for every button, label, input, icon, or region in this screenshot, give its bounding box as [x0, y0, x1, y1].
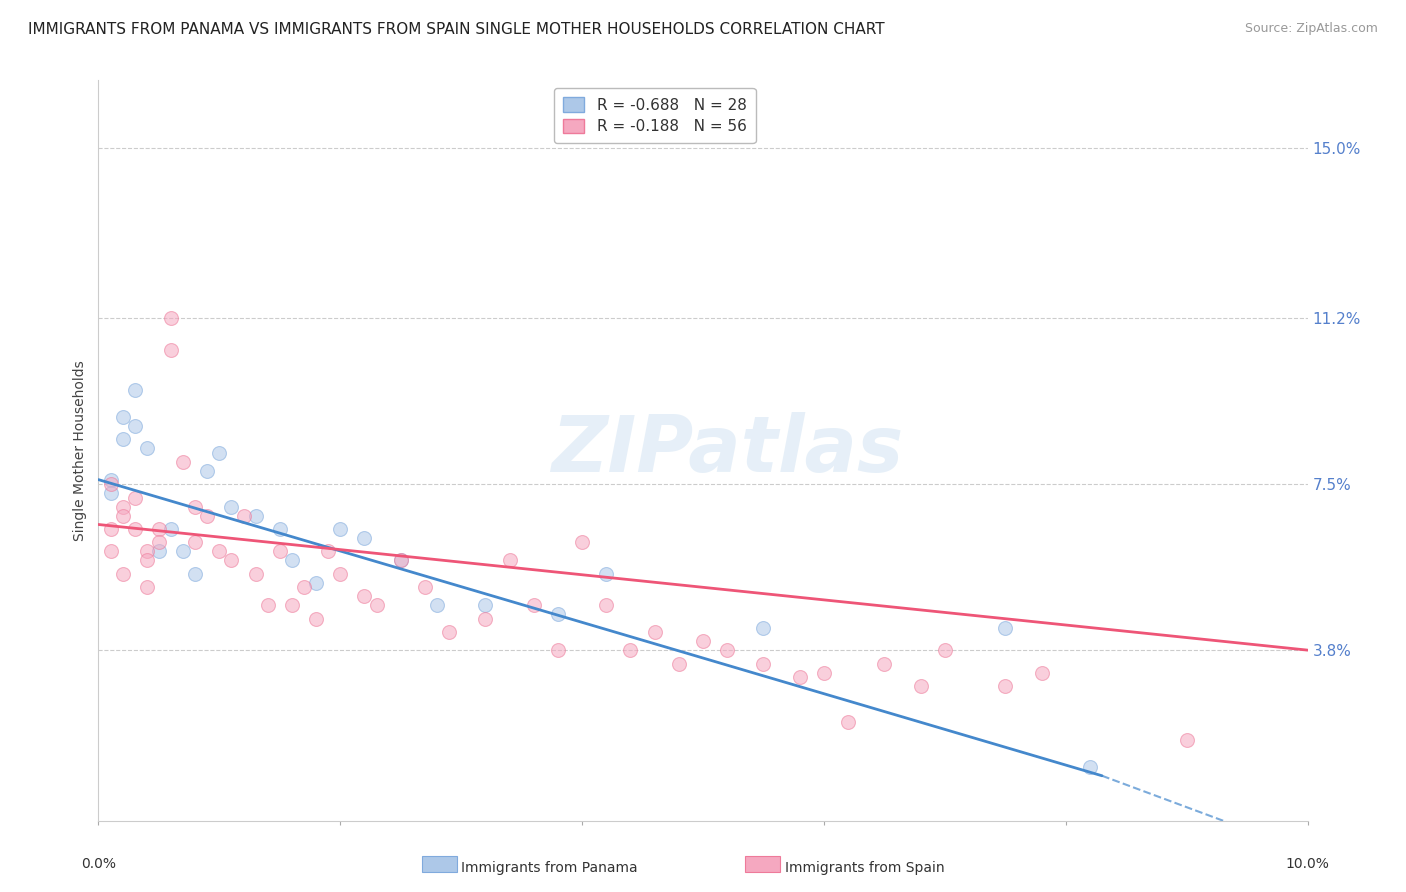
Point	[1031, 665, 1053, 680]
Point	[160, 343, 183, 357]
Point	[100, 486, 122, 500]
Point	[716, 643, 738, 657]
Point	[474, 612, 496, 626]
Point	[111, 409, 134, 424]
Point	[329, 522, 352, 536]
Point	[232, 508, 254, 523]
Point	[752, 621, 775, 635]
Point	[813, 665, 835, 680]
Point	[172, 455, 194, 469]
Text: Source: ZipAtlas.com: Source: ZipAtlas.com	[1244, 22, 1378, 36]
Point	[160, 522, 183, 536]
Point	[100, 477, 122, 491]
Point	[208, 544, 231, 558]
Point	[195, 464, 218, 478]
Point	[547, 643, 569, 657]
Point	[135, 544, 157, 558]
Point	[124, 491, 146, 505]
Point	[389, 553, 412, 567]
Point	[184, 535, 207, 549]
Y-axis label: Single Mother Households: Single Mother Households	[73, 360, 87, 541]
Point	[789, 670, 811, 684]
Point	[111, 500, 134, 514]
Point	[837, 714, 859, 729]
Text: IMMIGRANTS FROM PANAMA VS IMMIGRANTS FROM SPAIN SINGLE MOTHER HOUSEHOLDS CORRELA: IMMIGRANTS FROM PANAMA VS IMMIGRANTS FRO…	[28, 22, 884, 37]
Point	[135, 441, 157, 455]
Point	[994, 679, 1017, 693]
Point	[124, 383, 146, 397]
Point	[595, 599, 617, 613]
Text: ZIPatlas: ZIPatlas	[551, 412, 903, 489]
Text: Immigrants from Spain: Immigrants from Spain	[785, 861, 945, 875]
Point	[148, 535, 170, 549]
Point	[389, 553, 412, 567]
Point	[595, 566, 617, 581]
Point	[221, 553, 243, 567]
Point	[305, 575, 328, 590]
Point	[184, 500, 207, 514]
Point	[195, 508, 218, 523]
Point	[148, 544, 170, 558]
Point	[523, 599, 546, 613]
Point	[353, 531, 375, 545]
Point	[208, 446, 231, 460]
Point	[135, 580, 157, 594]
Point	[100, 544, 122, 558]
Point	[692, 634, 714, 648]
Point	[752, 657, 775, 671]
Point	[1078, 760, 1101, 774]
Point	[366, 599, 388, 613]
Point	[160, 311, 183, 326]
Point	[910, 679, 932, 693]
Point	[994, 621, 1017, 635]
Point	[172, 544, 194, 558]
Text: Immigrants from Panama: Immigrants from Panama	[461, 861, 638, 875]
Point	[281, 553, 304, 567]
Point	[256, 599, 278, 613]
Point	[316, 544, 339, 558]
Point	[474, 599, 496, 613]
Point	[111, 566, 134, 581]
Point	[148, 522, 170, 536]
Point	[413, 580, 436, 594]
Point	[111, 432, 134, 446]
Point	[353, 589, 375, 603]
Point	[245, 508, 267, 523]
Legend: R = -0.688   N = 28, R = -0.188   N = 56: R = -0.688 N = 28, R = -0.188 N = 56	[554, 88, 755, 144]
Point	[547, 607, 569, 622]
Point	[221, 500, 243, 514]
Point	[619, 643, 641, 657]
Point	[245, 566, 267, 581]
Point	[668, 657, 690, 671]
Point	[934, 643, 956, 657]
Point	[124, 418, 146, 433]
Point	[269, 522, 291, 536]
Point	[100, 522, 122, 536]
Point	[135, 553, 157, 567]
Text: 10.0%: 10.0%	[1285, 856, 1330, 871]
Point	[305, 612, 328, 626]
Point	[873, 657, 896, 671]
Point	[184, 566, 207, 581]
Text: 0.0%: 0.0%	[82, 856, 115, 871]
Point	[437, 625, 460, 640]
Point	[426, 599, 449, 613]
Point	[571, 535, 593, 549]
Point	[281, 599, 304, 613]
Point	[329, 566, 352, 581]
Point	[644, 625, 666, 640]
Point	[269, 544, 291, 558]
Point	[498, 553, 520, 567]
Point	[124, 522, 146, 536]
Point	[100, 473, 122, 487]
Point	[292, 580, 315, 594]
Point	[111, 508, 134, 523]
Point	[1175, 732, 1198, 747]
